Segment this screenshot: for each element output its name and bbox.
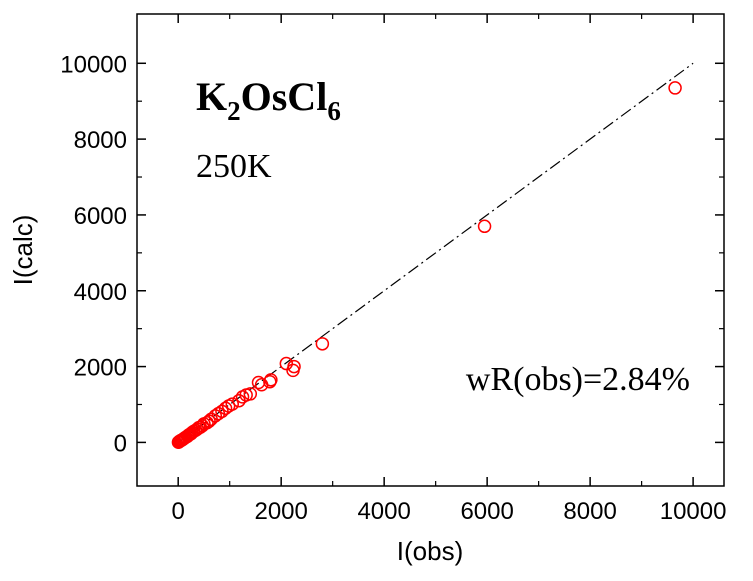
formula-sub-2: 6 — [327, 96, 341, 126]
reference-line — [177, 62, 694, 443]
formula-part-1: K — [196, 74, 227, 119]
data-point — [251, 375, 266, 390]
y-tick-label: 6000 — [74, 203, 127, 230]
y-axis-label: I(calc) — [8, 215, 38, 286]
temperature-label: 250K — [196, 148, 272, 185]
data-point — [232, 393, 246, 408]
y-tick-label: 4000 — [74, 279, 127, 306]
plot-frame — [136, 13, 725, 487]
y-tick-label: 8000 — [74, 127, 127, 154]
data-point — [279, 356, 294, 371]
x-tick-label: 10000 — [660, 498, 727, 525]
tick-labels: 0 2000 4000 6000 8000 10000 0 2000 4000 6000 8000 1… — [60, 51, 726, 525]
data-point — [477, 219, 492, 234]
data-point — [215, 404, 229, 419]
wr-label: wR(obs)=2.84% — [466, 361, 690, 398]
y-tick-label: 0 — [114, 430, 127, 457]
x-tick-label: 2000 — [254, 498, 307, 525]
formula-sub-1: 2 — [227, 96, 241, 126]
x-axis-label: I(obs) — [397, 536, 463, 566]
data-points — [171, 81, 682, 449]
axis-ticks — [137, 14, 724, 486]
y-tick-label: 10000 — [60, 51, 127, 78]
x-tick-label: 4000 — [357, 498, 410, 525]
data-point — [668, 81, 682, 95]
data-point — [254, 378, 269, 392]
x-tick-label: 8000 — [563, 498, 616, 525]
data-point — [171, 435, 186, 449]
data-point — [315, 337, 330, 351]
data-point — [204, 412, 218, 427]
compound-formula: K2OsCl6 — [196, 74, 341, 126]
formula-part-2: OsCl — [241, 74, 328, 119]
x-tick-label: 6000 — [460, 498, 513, 525]
y-tick-label: 2000 — [74, 355, 127, 382]
x-tick-label: 0 — [172, 498, 185, 525]
data-point — [235, 390, 250, 404]
